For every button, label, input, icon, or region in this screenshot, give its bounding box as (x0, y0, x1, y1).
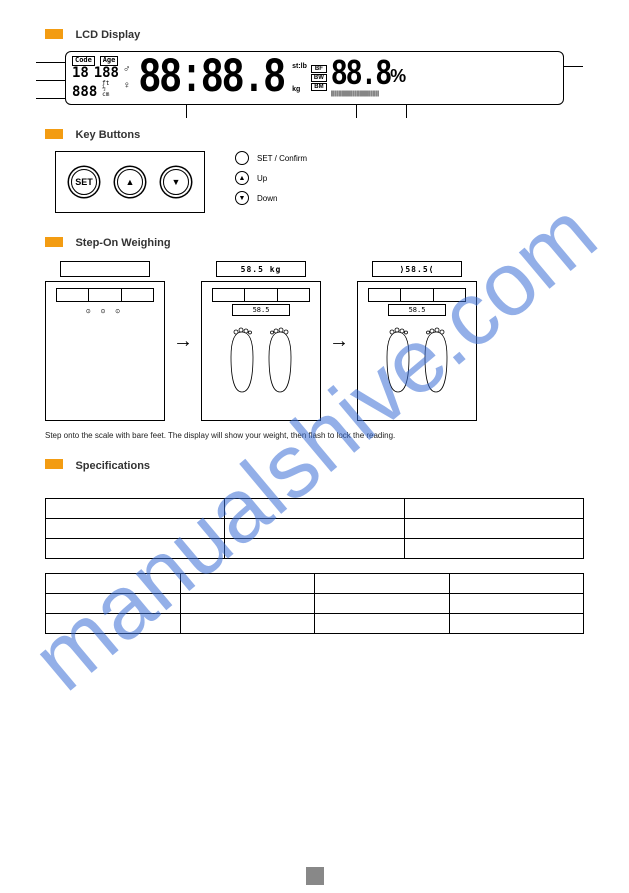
table-cell (225, 519, 404, 539)
section-marker (45, 237, 63, 247)
code-value: 18 (72, 65, 89, 81)
table-cell (46, 539, 225, 559)
legend-down-icon: ▼ (235, 191, 249, 205)
spec-table-1 (45, 498, 584, 559)
table-cell (404, 539, 583, 559)
scale-reading: 58.5 (388, 304, 446, 316)
table-cell (46, 519, 225, 539)
indicator-bm: BM (311, 83, 327, 91)
legend-up-text: Up (257, 174, 267, 183)
male-icon: ♂ (123, 62, 131, 78)
table-cell (180, 594, 315, 614)
section-keys-heading: Key Buttons (45, 125, 584, 143)
percent-symbol: % (390, 66, 406, 87)
arrow-icon: → (329, 330, 349, 353)
gender-icons: ♂ ♀ (123, 62, 131, 94)
section-title: Specifications (75, 460, 150, 472)
spec-table-2 (45, 573, 584, 634)
table-cell (46, 499, 225, 519)
section-title: LCD Display (75, 29, 140, 41)
weighing-steps: ⊙ ⊙ ⊙ → 58.5 kg 58.5 → ⟩58.5⟨ (45, 261, 584, 421)
table-row (46, 539, 584, 559)
table-row (46, 614, 584, 634)
table-cell (46, 574, 181, 594)
female-icon: ♀ (123, 78, 131, 94)
height-value: 888 (72, 84, 97, 100)
lcd-diagram: Code Age 18 188 888 ft ½ cm ♂ ♀ 88:88.8 … (65, 51, 564, 105)
manual-page: LCD Display Code Age 18 188 888 ft ½ cm (0, 0, 629, 668)
table-cell (315, 574, 450, 594)
scale-locked: 58.5 (357, 281, 477, 421)
set-button[interactable]: SET (71, 169, 97, 195)
specs-intro (45, 482, 584, 492)
table-cell (404, 519, 583, 539)
table-row (46, 574, 584, 594)
section-marker (45, 129, 63, 139)
left-foot-icon (226, 327, 258, 397)
step-3: ⟩58.5⟨ 58.5 (357, 261, 477, 421)
table-cell (46, 614, 181, 634)
down-button[interactable]: ▼ (163, 169, 189, 195)
scale-empty: ⊙ ⊙ ⊙ (45, 281, 165, 421)
table-row (46, 594, 584, 614)
table-cell (315, 594, 450, 614)
table-cell (225, 499, 404, 519)
section-lcd-heading: LCD Display (45, 25, 584, 43)
section-marker (45, 459, 63, 469)
section-weighing-heading: Step-On Weighing (45, 233, 584, 251)
page-number (306, 867, 324, 885)
up-button[interactable]: ▲ (117, 169, 143, 195)
table-cell (225, 539, 404, 559)
main-weight-digits: 88:88.8 (134, 50, 288, 106)
legend-set-text: SET / Confirm (257, 154, 307, 163)
percent-digits: 88.8 (331, 55, 390, 95)
table-row (46, 499, 584, 519)
right-foot-icon (420, 327, 452, 397)
weight-units: st:lb kg (292, 62, 307, 94)
table-cell (449, 614, 584, 634)
scale-reading: 58.5 (232, 304, 290, 316)
lcd-left-panel: Code Age 18 188 888 ft ½ cm (72, 56, 119, 100)
unit-stlb: st:lb (292, 62, 307, 71)
table-row (46, 519, 584, 539)
legend-up-icon: ▲ (235, 171, 249, 185)
legend-set-icon (235, 151, 249, 165)
unit-kg: kg (292, 85, 307, 94)
section-title: Key Buttons (75, 129, 140, 141)
mode-indicators: BF BW BM (311, 64, 327, 92)
left-foot-icon (382, 327, 414, 397)
table-cell (449, 594, 584, 614)
right-foot-icon (264, 327, 296, 397)
section-title: Step-On Weighing (75, 237, 170, 249)
scale-with-feet: 58.5 (201, 281, 321, 421)
section-marker (45, 29, 63, 39)
unit-cm: cm (102, 91, 109, 98)
legend-down-text: Down (257, 194, 277, 203)
table-cell (315, 614, 450, 634)
step2-lcd: 58.5 kg (216, 261, 306, 277)
arrow-icon: → (173, 330, 193, 353)
button-legend: SET / Confirm ▲ Up ▼ Down (235, 151, 307, 205)
step1-lcd (60, 261, 150, 277)
button-panel: SET ▲ ▼ (55, 151, 205, 213)
weighing-note: Step onto the scale with bare feet. The … (45, 431, 584, 441)
table-cell (449, 574, 584, 594)
table-cell (180, 574, 315, 594)
step3-lcd: ⟩58.5⟨ (372, 261, 462, 277)
table-cell (46, 594, 181, 614)
table-cell (404, 499, 583, 519)
indicator-bw: BW (311, 74, 327, 82)
indicator-bf: BF (311, 65, 327, 73)
table-cell (180, 614, 315, 634)
keys-diagram: SET ▲ ▼ SET / Confirm ▲ Up ▼ Down (55, 151, 584, 213)
section-specs-heading: Specifications (45, 456, 584, 474)
step-2: 58.5 kg 58.5 (201, 261, 321, 421)
step-1: ⊙ ⊙ ⊙ (45, 261, 165, 421)
age-value: 188 (94, 65, 119, 81)
